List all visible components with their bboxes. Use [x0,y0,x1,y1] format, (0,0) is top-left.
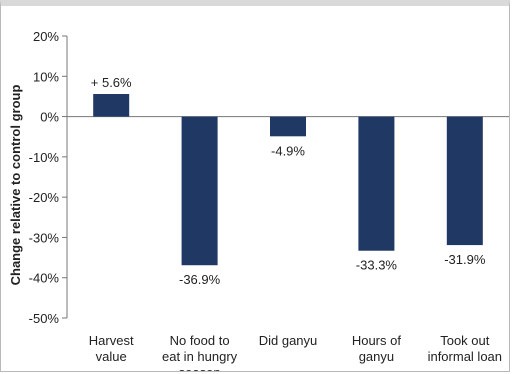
y-tick-label: -10% [29,150,60,165]
bar [181,116,218,266]
data-label: -36.9% [179,272,221,287]
category-label: Harvest [89,333,134,348]
y-tick-label: -50% [29,311,60,326]
data-label: -33.3% [356,258,398,273]
bar [358,116,395,251]
data-label: -31.9% [444,252,486,267]
category-label: eat in hungry [162,349,238,364]
y-tick-label: 0% [40,110,59,125]
bar-chart: 20% 10% 0% -10% -20% -30% -40% -50% + 5.6% -36.9… [8,29,509,372]
y-tick-label: 20% [33,29,59,44]
data-labels: + 5.6% -36.9% -4.9% -33.3% -31.9% [91,75,486,287]
category-label: Hours of [352,333,402,348]
category-label: season [179,365,221,372]
category-label: value [96,349,127,364]
y-axis-label: Change relative to control group [8,85,23,286]
data-label: -4.9% [271,143,305,158]
y-tick-label: -40% [29,271,60,286]
category-label: No food to [170,333,230,348]
y-axis: 20% 10% 0% -10% -20% -30% -40% -50% [29,29,509,326]
category-label: ganyu [359,349,394,364]
data-label: + 5.6% [91,75,132,90]
y-tick-label: 10% [33,69,59,84]
y-tick-label: -30% [29,230,60,245]
bars [93,94,483,266]
category-label: informal loan [428,349,502,364]
category-label: Took out [440,333,490,348]
bar [270,116,306,137]
category-label: Did ganyu [259,333,318,348]
y-tick-label: -20% [29,190,60,205]
bar [446,116,483,246]
bar [93,94,130,117]
